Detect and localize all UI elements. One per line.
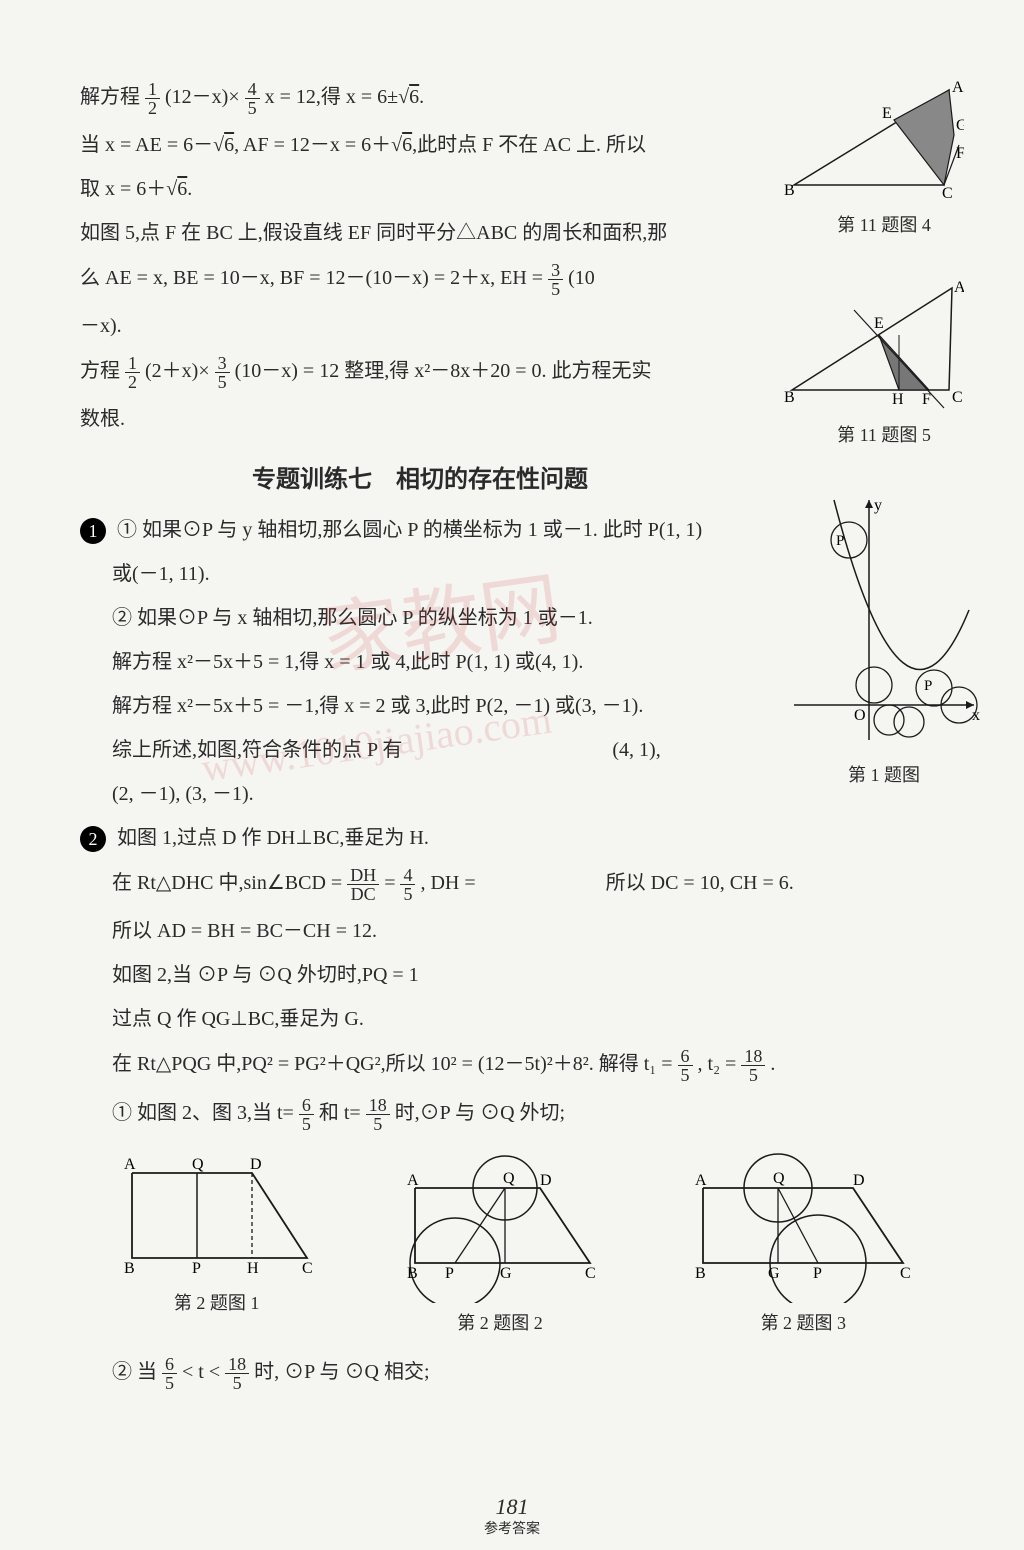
svg-text:C: C [302, 1260, 313, 1277]
p1-line6: －x). [80, 310, 760, 342]
svg-text:C: C [900, 1265, 911, 1282]
p1-line2: 当 x = AE = 6－√6, AF = 12－x = 6＋√6,此时点 F … [80, 129, 760, 161]
q1-line6: 综上所述,如图,符合条件的点 P 有 (4, 1), [80, 734, 760, 766]
p1-line5: 么 AE = x, BE = 10－x, BF = 12－(10－x) = 2＋… [80, 261, 760, 298]
q2-line1: 2 如图 1,过点 D 作 DH⊥BC,垂足为 H. [80, 822, 940, 854]
svg-text:G: G [500, 1265, 512, 1282]
q1-line4: 解方程 x²－5x＋5 = 1,得 x = 1 或 4,此时 P(1, 1) 或… [80, 646, 760, 678]
svg-text:G: G [768, 1265, 780, 1282]
svg-text:A: A [954, 280, 964, 296]
svg-text:y: y [874, 497, 882, 514]
label-c: C [942, 185, 953, 200]
svg-text:P: P [445, 1265, 454, 1282]
q2-line5: 过点 Q 作 QG⊥BC,垂足为 G. [80, 1003, 940, 1035]
svg-text:Q: Q [192, 1156, 204, 1173]
svg-text:O: O [854, 707, 866, 724]
q2-line3: 所以 AD = BH = BC－CH = 12. [80, 915, 940, 947]
svg-text:B: B [784, 389, 795, 406]
section-title: 专题训练七 相切的存在性问题 [80, 459, 760, 494]
diagrams-row: A B C D P H Q 第 2 题图 1 A B C D P G Q 第 2… [80, 1153, 960, 1335]
label-f: F [956, 145, 964, 162]
q2-line7: ① 如图 2、图 3,当 t= 65 和 t= 185 时,⊙P 与 ⊙Q 外切… [80, 1096, 940, 1133]
figure-2-2-caption: 第 2 题图 2 [385, 1309, 615, 1335]
svg-text:C: C [952, 389, 963, 406]
svg-text:x: x [972, 707, 980, 724]
svg-text:A: A [407, 1172, 419, 1189]
figure-1: y x O P P 第 1 题图 [774, 490, 994, 787]
svg-text:D: D [853, 1172, 865, 1189]
svg-text:P: P [192, 1260, 201, 1277]
q1-line7: (2, －1), (3, －1). [80, 778, 760, 810]
svg-text:E: E [874, 315, 884, 332]
figure-1-caption: 第 1 题图 [774, 761, 994, 787]
svg-text:B: B [407, 1265, 418, 1282]
figure-2-2: A B C D P G Q 第 2 题图 2 [385, 1153, 615, 1335]
p1-line1: 解方程 12 (12－x)× 45 x = 12,得 x = 6±√6. [80, 80, 760, 117]
q1-line2: 或(－1, 11). [80, 558, 760, 590]
q2-line6: 在 Rt△PQG 中,PQ² = PG²＋QG²,所以 10² = (12－5t… [80, 1047, 940, 1084]
figure-11-4-caption: 第 11 题图 4 [784, 211, 984, 237]
svg-text:P: P [924, 678, 932, 694]
q1-line3: ② 如果⊙P 与 x 轴相切,那么圆心 P 的纵坐标为 1 或－1. [80, 602, 760, 634]
svg-text:H: H [892, 391, 904, 408]
svg-text:C: C [585, 1265, 596, 1282]
figure-11-4: A B C E F G 第 11 题图 4 [784, 80, 984, 237]
figure-2-1-caption: 第 2 题图 1 [112, 1289, 322, 1315]
svg-text:Q: Q [503, 1170, 515, 1187]
page-number: 181 [0, 1494, 1024, 1520]
q2-line2: 在 Rt△DHC 中,sin∠BCD = DHDC = 45 , DH = 所以… [80, 866, 940, 903]
label-b: B [784, 182, 795, 199]
svg-text:F: F [922, 391, 931, 408]
figure-2-3: A B C D P G Q 第 2 题图 3 [678, 1153, 928, 1335]
p1-line8: 数根. [80, 403, 760, 435]
svg-text:D: D [250, 1156, 262, 1173]
q2-line4: 如图 2,当 ⊙P 与 ⊙Q 外切时,PQ = 1 [80, 959, 940, 991]
page-subtitle: 参考答案 [0, 1518, 1024, 1538]
figure-11-5: A B C E F H 第 11 题图 5 [784, 280, 984, 447]
svg-text:A: A [124, 1156, 136, 1173]
label-e: E [882, 105, 892, 122]
q1-line1: 1 ① 如果⊙P 与 y 轴相切,那么圆心 P 的横坐标为 1 或－1. 此时 … [80, 514, 760, 546]
figure-2-3-caption: 第 2 题图 3 [678, 1309, 928, 1335]
svg-text:Q: Q [773, 1170, 785, 1187]
p1-line7: 方程 12 (2＋x)× 35 (10－x) = 12 整理,得 x²－8x＋2… [80, 354, 760, 391]
figure-11-5-caption: 第 11 题图 5 [784, 421, 984, 447]
figure-2-1: A B C D P H Q 第 2 题图 1 [112, 1153, 322, 1335]
label-g: G [956, 117, 964, 134]
p1-line4: 如图 5,点 F 在 BC 上,假设直线 EF 同时平分△ABC 的周长和面积,… [80, 217, 760, 249]
svg-text:B: B [695, 1265, 706, 1282]
svg-text:P: P [813, 1265, 822, 1282]
svg-text:P: P [836, 533, 844, 549]
svg-text:D: D [540, 1172, 552, 1189]
q2-line8: ② 当 65 < t < 185 时, ⊙P 与 ⊙Q 相交; [80, 1355, 940, 1392]
svg-text:H: H [247, 1260, 259, 1277]
q1-line5: 解方程 x²－5x＋5 = －1,得 x = 2 或 3,此时 P(2, －1)… [80, 690, 760, 722]
p1-line3: 取 x = 6＋√6. [80, 173, 760, 205]
svg-text:A: A [695, 1172, 707, 1189]
svg-text:B: B [124, 1260, 135, 1277]
label-a: A [952, 80, 964, 96]
